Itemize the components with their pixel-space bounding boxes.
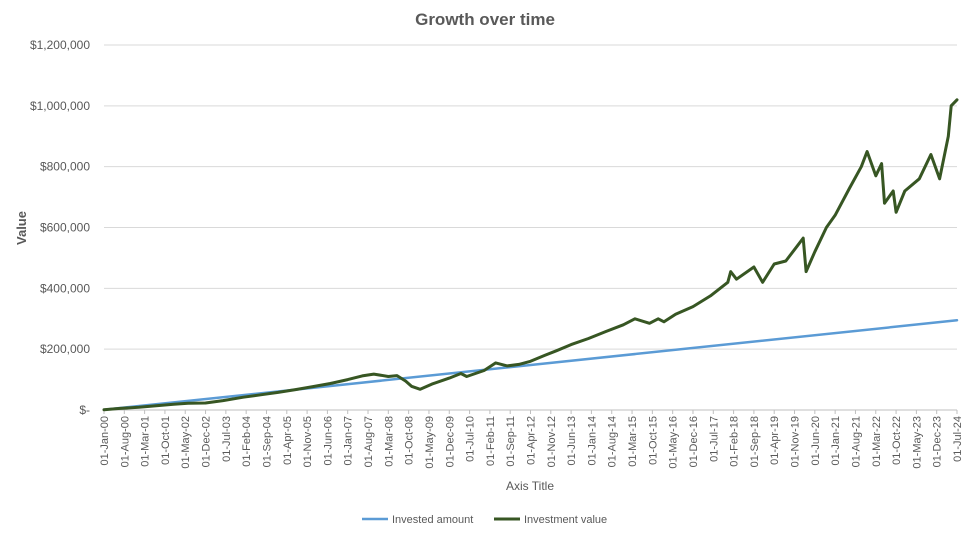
x-tick-label: 01-Aug-00 [119, 416, 131, 467]
y-tick-label: $800,000 [40, 160, 90, 174]
series-lines [102, 98, 959, 412]
x-tick-label: 01-Oct-15 [647, 416, 659, 465]
x-tick-label: 01-Jan-14 [586, 416, 598, 466]
x-tick-label: 01-Nov-05 [302, 416, 314, 467]
y-tick-label: $200,000 [40, 342, 90, 356]
x-tick-label: 01-Mar-08 [383, 416, 395, 467]
x-tick-label: 01-Sep-18 [749, 416, 761, 467]
x-tick-label: 01-Sep-04 [261, 416, 273, 467]
x-tick-label: 01-Nov-19 [790, 416, 802, 467]
y-axis-title: Value [14, 211, 29, 245]
legend-label: Investment value [524, 514, 607, 526]
x-tick-label: 01-May-02 [180, 416, 192, 469]
x-tick-label: 01-Feb-18 [729, 416, 741, 467]
x-tick-label: 01-Feb-04 [241, 416, 253, 467]
x-tick-label: 01-Apr-19 [769, 416, 781, 465]
x-tick-label: 01-May-23 [911, 416, 923, 469]
y-tick-label: $1,200,000 [30, 38, 90, 52]
x-tick-label: 01-Jul-10 [465, 416, 477, 462]
x-axis-title: Axis Title [506, 479, 554, 493]
x-tick-label: 01-Dec-02 [201, 416, 213, 467]
x-tick-label: 01-Mar-01 [140, 416, 152, 467]
x-tick-label: 01-Jun-06 [322, 416, 334, 466]
x-tick-label: 01-Jun-13 [566, 416, 578, 466]
x-tick-label: 01-Mar-15 [627, 416, 639, 467]
gridlines [104, 44, 957, 411]
x-tick-label: 01-May-09 [424, 416, 436, 469]
y-axis-ticks: $- $200,000 $400,000 $600,000 $800,000 $1,000… [30, 38, 90, 417]
x-tick-label: 01-Apr-12 [526, 416, 538, 465]
legend-label: Invested amount [392, 514, 473, 526]
x-tick-label: 01-Feb-11 [485, 416, 497, 466]
x-tick-label: 01-Jan-07 [343, 416, 355, 466]
x-tick-label: 01-Oct-01 [160, 416, 172, 465]
x-tick-label: 01-Jun-20 [810, 416, 822, 466]
x-tick-label: 01-Dec-09 [444, 416, 456, 467]
series-line-invested-amount [102, 319, 959, 411]
x-tick-label: 01-Nov-12 [546, 416, 558, 467]
x-tick-label: 01-Oct-08 [404, 416, 416, 465]
x-tick-label: 01-Jan-21 [830, 416, 842, 466]
x-tick-label: 01-Jul-03 [221, 416, 233, 462]
x-tick-label: 01-Oct-22 [891, 416, 903, 465]
x-tick-label: 01-Aug-07 [363, 416, 375, 467]
x-tick-label: 01-Jan-00 [99, 416, 111, 466]
y-tick-label: $1,000,000 [30, 99, 90, 113]
x-tick-label: 01-Sep-11 [505, 416, 517, 467]
legend: Invested amount Investment value [362, 514, 607, 526]
y-tick-label: $- [79, 403, 90, 417]
x-tick-label: 01-Aug-14 [607, 416, 619, 467]
y-tick-label: $400,000 [40, 281, 90, 295]
x-axis-ticks: 01-Jan-00 01-Aug-00 01-Mar-01 01-Oct-01 01-M… [99, 410, 964, 469]
y-tick-label: $600,000 [40, 221, 90, 235]
x-tick-label: 01-Jul-24 [952, 416, 964, 462]
x-tick-label: 01-Mar-22 [871, 416, 883, 467]
x-tick-label: 01-Dec-16 [688, 416, 700, 467]
series-line-investment-value [102, 98, 959, 412]
x-tick-label: 01-Jul-17 [708, 416, 720, 462]
chart-title: Growth over time [415, 10, 555, 29]
x-tick-label: 01-Dec-23 [932, 416, 944, 467]
x-tick-label: 01-Apr-05 [282, 416, 294, 465]
x-tick-label: 01-Aug-21 [850, 416, 862, 467]
x-tick-label: 01-May-16 [668, 416, 680, 469]
